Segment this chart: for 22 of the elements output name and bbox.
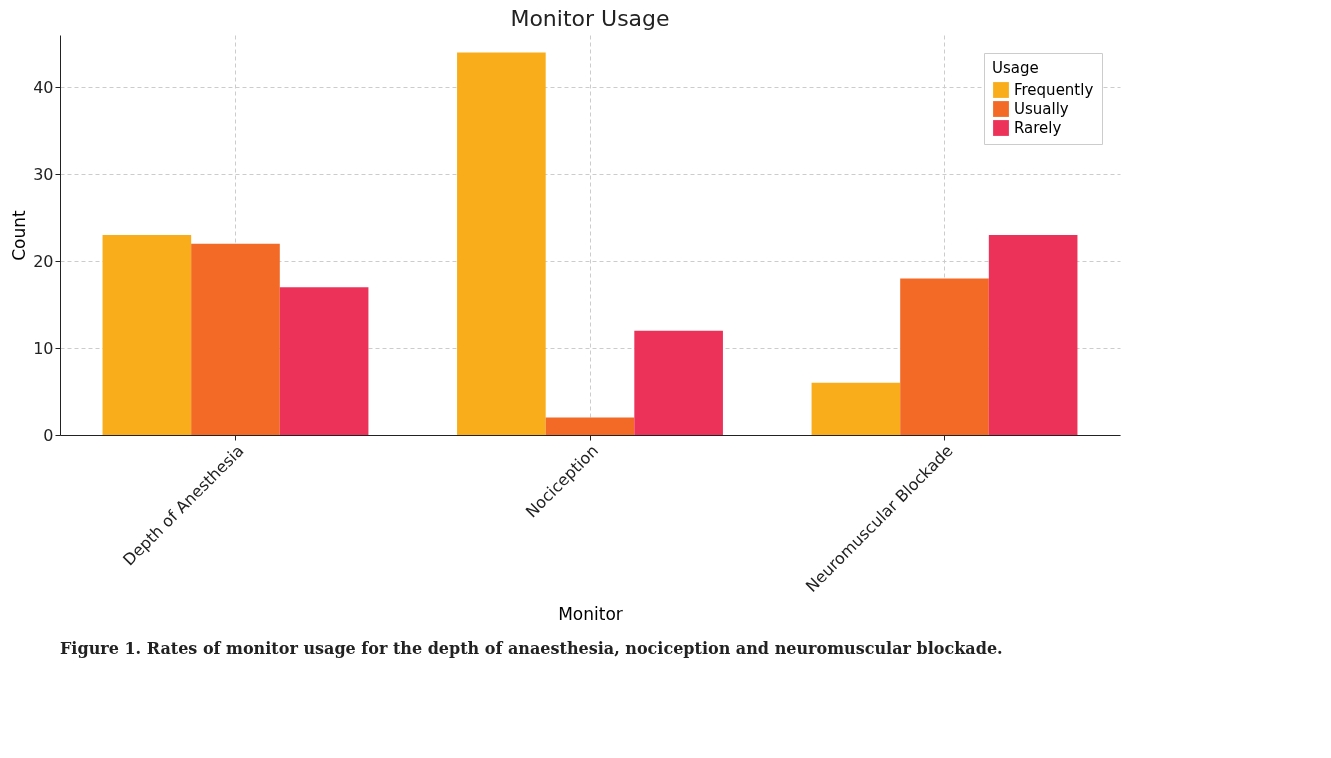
y-axis-title: Count <box>9 209 30 261</box>
y-tick-label: 0 <box>43 425 54 445</box>
y-tick-label: 20 <box>33 251 54 271</box>
y-tick-label: 30 <box>33 164 54 184</box>
bar <box>457 52 546 435</box>
bar <box>988 235 1078 435</box>
y-tick-label: 10 <box>33 338 54 358</box>
legend-label: Frequently <box>1014 81 1094 99</box>
bar <box>900 278 989 435</box>
bar <box>545 417 635 435</box>
x-axis-title: Monitor <box>558 604 623 625</box>
bar <box>634 330 723 435</box>
bar <box>279 287 369 435</box>
bar <box>811 382 901 435</box>
bar <box>102 235 192 435</box>
bar <box>191 243 280 435</box>
legend-title: Usage <box>992 59 1039 77</box>
legend-label: Rarely <box>1014 119 1062 137</box>
chart-title: Monitor Usage <box>510 6 670 31</box>
caption: Figure 1. Rates of monitor usage for the depth of anaesthesia, nociception and neuromuscular blockade. <box>60 639 1003 658</box>
y-tick-label: 40 <box>33 77 54 97</box>
legend-label: Usually <box>1014 100 1069 118</box>
